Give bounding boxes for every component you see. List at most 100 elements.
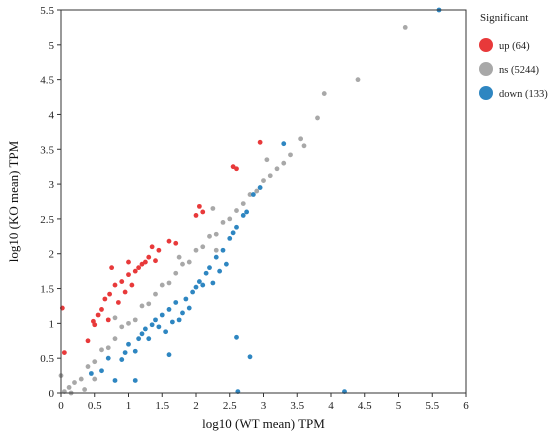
point-ns bbox=[213, 231, 219, 237]
point-ns bbox=[193, 247, 199, 253]
x-tick-label: 3 bbox=[261, 400, 267, 412]
legend-label-down: down (133) bbox=[499, 89, 548, 100]
point-ns bbox=[72, 380, 77, 385]
point-down bbox=[176, 317, 182, 323]
x-tick-label: 4 bbox=[328, 400, 334, 412]
y-tick-label: 2 bbox=[49, 249, 55, 261]
point-down bbox=[112, 378, 118, 383]
point-ns bbox=[247, 192, 253, 197]
point-down bbox=[240, 213, 246, 218]
x-tick-label: 1 bbox=[126, 400, 132, 412]
x-tick-label: 0.5 bbox=[88, 400, 102, 412]
x-tick-label: 1.5 bbox=[155, 400, 169, 412]
point-ns bbox=[207, 233, 212, 239]
point-down bbox=[230, 230, 236, 236]
point-ns bbox=[92, 376, 98, 382]
point-down bbox=[186, 305, 192, 311]
point-up bbox=[115, 300, 121, 305]
point-up bbox=[105, 317, 111, 323]
point-ns bbox=[166, 280, 172, 286]
point-down bbox=[247, 354, 253, 360]
point-down bbox=[196, 279, 202, 284]
point-ns bbox=[355, 77, 361, 83]
point-up bbox=[102, 296, 108, 302]
x-tick-label: 3.5 bbox=[290, 400, 304, 412]
legend-title: Significant bbox=[480, 12, 528, 24]
point-ns bbox=[234, 208, 239, 213]
legend-label-ns: ns (5244) bbox=[499, 65, 539, 76]
point-ns bbox=[112, 315, 118, 321]
point-down bbox=[220, 247, 226, 253]
point-down bbox=[213, 254, 219, 260]
point-ns bbox=[173, 270, 179, 276]
point-ns bbox=[85, 364, 91, 369]
point-up bbox=[61, 350, 67, 356]
point-ns bbox=[301, 143, 307, 149]
point-down bbox=[153, 317, 158, 323]
point-ns bbox=[315, 115, 320, 121]
point-ns bbox=[112, 336, 118, 342]
point-down bbox=[149, 322, 155, 328]
point-ns bbox=[261, 178, 266, 184]
x-tick-label: 6 bbox=[463, 400, 469, 412]
y-tick-label: 5.5 bbox=[40, 5, 54, 17]
point-up bbox=[85, 338, 91, 344]
point-down bbox=[223, 261, 229, 267]
point-down bbox=[180, 310, 185, 316]
y-tick-label: 1.5 bbox=[40, 284, 54, 296]
point-up bbox=[95, 312, 101, 318]
y-axis-ticks: 0 0.5 1 1.5 2 2.5 3 3.5 4 4.5 5 5.5 bbox=[40, 5, 61, 400]
point-down bbox=[105, 355, 111, 361]
legend-swatch-ns bbox=[479, 62, 493, 76]
point-down bbox=[183, 296, 189, 302]
point-ns bbox=[267, 173, 273, 179]
point-ns bbox=[200, 244, 206, 250]
x-tick-label: 5.5 bbox=[425, 400, 439, 412]
points-layer bbox=[58, 7, 442, 396]
point-down bbox=[203, 270, 209, 276]
point-up bbox=[136, 265, 142, 271]
point-ns bbox=[176, 254, 182, 260]
point-down bbox=[139, 331, 145, 337]
point-down bbox=[250, 192, 256, 197]
point-up bbox=[156, 247, 162, 253]
point-ns bbox=[105, 345, 111, 351]
plot-frame bbox=[60, 9, 467, 394]
point-down bbox=[281, 141, 287, 147]
point-up bbox=[107, 291, 112, 297]
point-ns bbox=[274, 166, 280, 172]
x-tick-label: 0 bbox=[58, 400, 64, 412]
point-up bbox=[126, 259, 131, 265]
point-up bbox=[153, 258, 158, 264]
point-down bbox=[119, 357, 125, 362]
legend: Significant up (64) ns (5244) down (133) bbox=[479, 12, 548, 100]
point-up bbox=[149, 244, 155, 250]
point-down bbox=[159, 312, 165, 318]
point-down bbox=[244, 209, 250, 215]
point-up bbox=[109, 265, 115, 271]
point-up bbox=[200, 209, 206, 215]
y-tick-label: 3.5 bbox=[40, 144, 54, 156]
point-down bbox=[166, 307, 172, 312]
point-down bbox=[200, 282, 206, 288]
point-up bbox=[166, 238, 172, 244]
point-down bbox=[99, 368, 104, 374]
x-axis-ticks: 0 0.5 1 1.5 2 2.5 3 3.5 4 4.5 5 5.5 6 bbox=[58, 393, 469, 412]
point-up bbox=[122, 289, 128, 295]
point-up bbox=[99, 307, 104, 312]
y-tick-label: 3 bbox=[49, 179, 55, 191]
point-ns bbox=[66, 385, 72, 390]
y-tick-label: 2.5 bbox=[40, 214, 54, 226]
point-down bbox=[146, 336, 152, 342]
point-ns bbox=[288, 152, 293, 158]
point-ns bbox=[227, 216, 233, 222]
point-up bbox=[129, 282, 135, 288]
point-down bbox=[227, 236, 233, 241]
legend-label-up: up (64) bbox=[499, 41, 530, 52]
point-down bbox=[257, 185, 263, 190]
y-tick-label: 4 bbox=[49, 109, 55, 121]
point-ns bbox=[139, 303, 145, 309]
point-ns bbox=[78, 376, 84, 382]
y-tick-label: 5 bbox=[49, 40, 55, 52]
